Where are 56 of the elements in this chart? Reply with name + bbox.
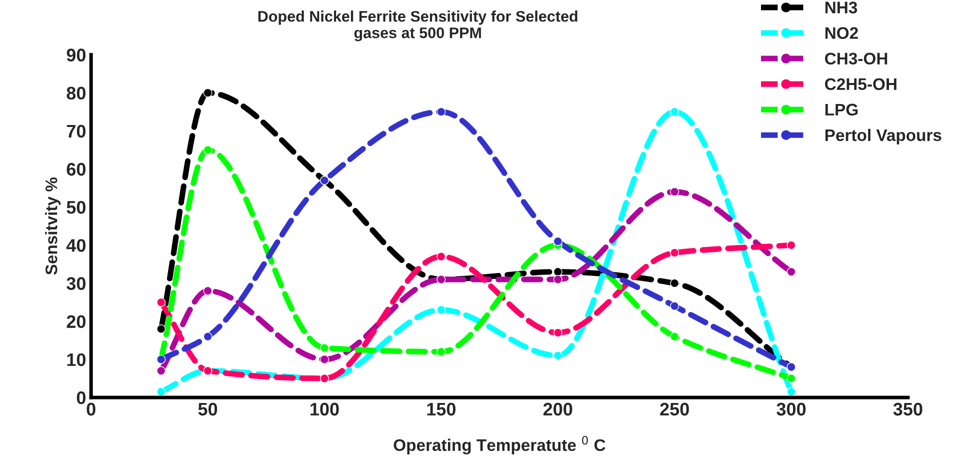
x-tick-label: 300 <box>776 402 806 416</box>
point <box>670 278 680 288</box>
y-tick-label: 30 <box>66 277 86 290</box>
x-tick-label: 250 <box>660 402 689 416</box>
point <box>670 302 680 311</box>
point <box>553 274 562 284</box>
y-tick-label: 20 <box>66 315 86 328</box>
point <box>786 374 796 383</box>
point <box>156 324 166 334</box>
x-tick-label: 200 <box>543 402 572 416</box>
point <box>156 366 166 376</box>
y-tick-label: 0 <box>76 391 86 404</box>
legend-label: C2H5-OH <box>825 78 896 90</box>
point <box>553 236 562 246</box>
point <box>436 347 446 356</box>
x-tick-label: 350 <box>893 402 922 416</box>
legend-label: NO2 <box>825 27 858 39</box>
point <box>670 248 680 258</box>
y-tick-label: 60 <box>66 162 86 176</box>
y-tick-label: 90 <box>66 48 86 62</box>
point <box>156 298 166 307</box>
point <box>786 240 796 250</box>
y-tick-label: 70 <box>66 124 86 138</box>
legend-label: LPG <box>825 104 858 116</box>
x-tick-label: 0 <box>86 402 96 416</box>
legend-label: NH3 <box>825 2 858 14</box>
point <box>553 267 562 276</box>
point <box>670 107 680 116</box>
point <box>670 332 680 342</box>
point <box>203 88 212 98</box>
chart-title: Doped Nickel Ferrite Sensitivity for Selected gases at 500 PPM <box>258 10 578 42</box>
x-axis-title: Operating Temperatute $^{0}$ C <box>394 436 606 454</box>
point <box>553 328 562 338</box>
point <box>203 332 212 342</box>
point <box>553 351 562 360</box>
x-tick-label: 150 <box>427 402 456 416</box>
x-tick-label: 100 <box>310 402 339 416</box>
point <box>436 305 446 314</box>
legend-label: CH3-OH <box>825 52 888 65</box>
point <box>436 252 446 262</box>
legend-label: Pertol Vapours <box>825 128 942 144</box>
point <box>320 354 329 364</box>
y-tick-label: 50 <box>66 200 86 214</box>
y-axis-title: Sensitvity % <box>45 177 61 275</box>
y-tick-label: 40 <box>66 239 86 252</box>
point <box>320 343 329 352</box>
point <box>670 187 680 196</box>
point <box>786 267 796 276</box>
y-tick-label: 10 <box>67 353 86 366</box>
point <box>786 387 796 396</box>
x-tick-label: 50 <box>198 402 218 416</box>
y-tick-label: 80 <box>66 86 86 100</box>
point <box>203 145 212 154</box>
point <box>203 286 212 296</box>
point <box>436 107 446 116</box>
point <box>156 387 166 396</box>
